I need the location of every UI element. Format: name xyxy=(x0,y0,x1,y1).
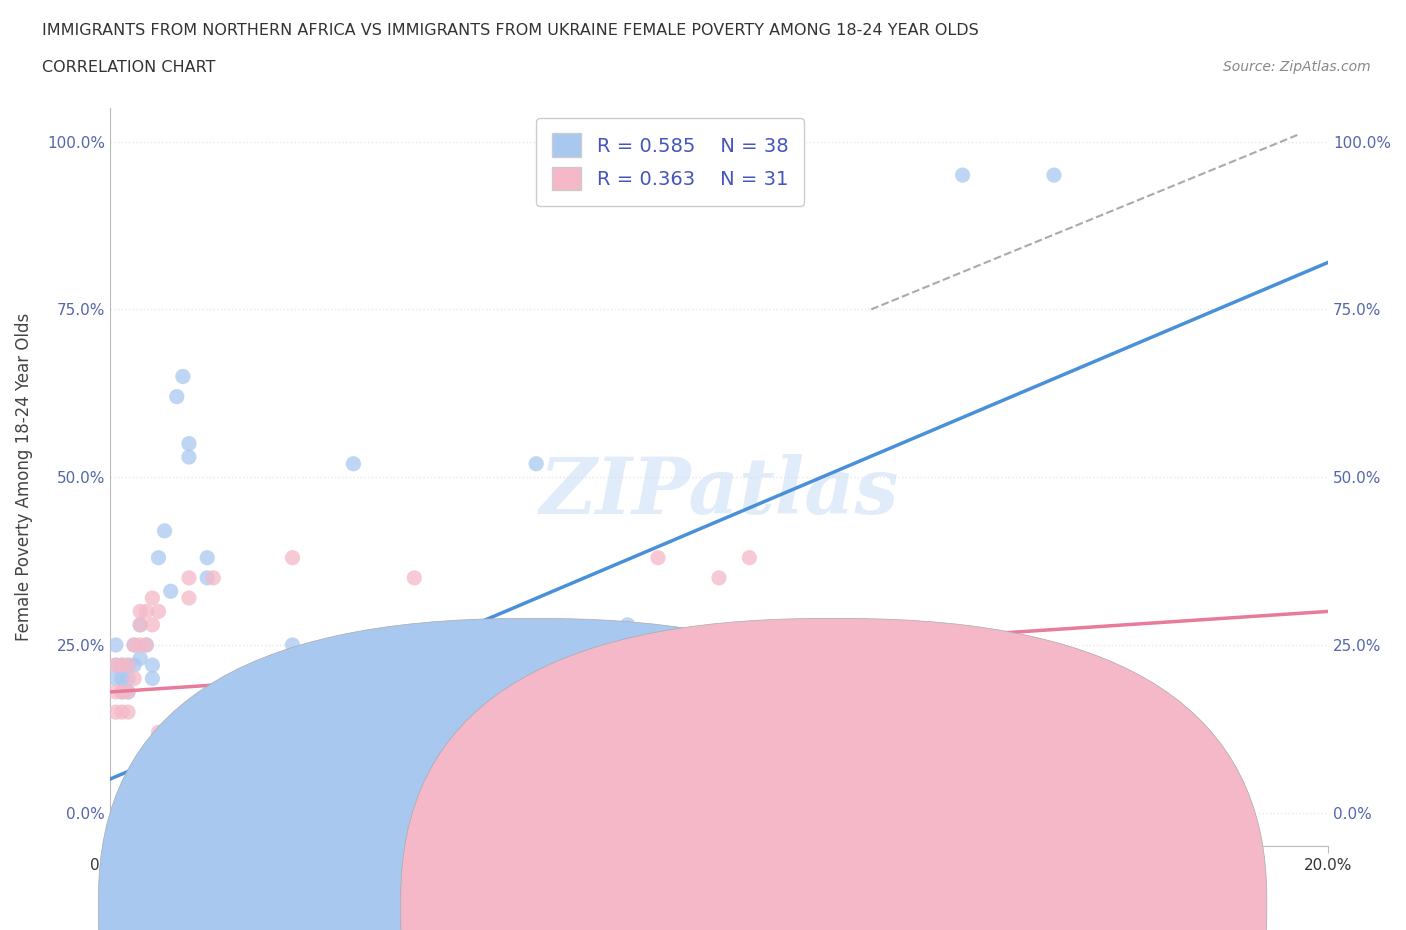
Point xyxy=(129,651,152,666)
Point xyxy=(495,658,517,672)
Point xyxy=(177,570,200,585)
Point xyxy=(159,724,181,739)
Point xyxy=(104,658,127,672)
Point xyxy=(141,671,163,686)
Point xyxy=(177,591,200,605)
Point xyxy=(177,449,200,464)
Legend: R = 0.585    N = 38, R = 0.363    N = 31: R = 0.585 N = 38, R = 0.363 N = 31 xyxy=(537,118,804,206)
Point xyxy=(153,524,176,538)
Point xyxy=(190,772,212,787)
Point xyxy=(281,638,304,653)
Point xyxy=(129,618,152,632)
Point xyxy=(647,551,669,565)
Point xyxy=(117,671,139,686)
Point xyxy=(312,658,335,672)
Point xyxy=(135,604,157,618)
Point xyxy=(148,724,170,739)
Point xyxy=(104,705,127,720)
Point xyxy=(117,658,139,672)
Point xyxy=(117,658,139,672)
Point xyxy=(190,751,212,766)
Point xyxy=(354,671,377,686)
Point xyxy=(148,604,170,618)
Point xyxy=(111,684,134,699)
Point xyxy=(135,638,157,653)
Text: CORRELATION CHART: CORRELATION CHART xyxy=(42,60,215,75)
Point xyxy=(281,551,304,565)
Point xyxy=(129,618,152,632)
Point xyxy=(1135,705,1157,720)
Text: Source: ZipAtlas.com: Source: ZipAtlas.com xyxy=(1223,60,1371,74)
Point xyxy=(111,658,134,672)
Point xyxy=(122,638,145,653)
Y-axis label: Female Poverty Among 18-24 Year Olds: Female Poverty Among 18-24 Year Olds xyxy=(15,313,32,642)
Point xyxy=(111,684,134,699)
Point xyxy=(1012,705,1035,720)
Point xyxy=(117,684,139,699)
Text: IMMIGRANTS FROM NORTHERN AFRICA VS IMMIGRANTS FROM UKRAINE FEMALE POVERTY AMONG : IMMIGRANTS FROM NORTHERN AFRICA VS IMMIG… xyxy=(42,23,979,38)
Point xyxy=(111,658,134,672)
Point xyxy=(117,705,139,720)
Point xyxy=(195,570,218,585)
Point xyxy=(111,671,134,686)
Point xyxy=(952,167,974,182)
Point xyxy=(202,570,225,585)
Point xyxy=(122,671,145,686)
Point xyxy=(159,584,181,599)
Point xyxy=(707,570,730,585)
Text: Immigrants from Northern Africa: Immigrants from Northern Africa xyxy=(548,900,799,915)
Point xyxy=(122,658,145,672)
Point xyxy=(141,591,163,605)
Point xyxy=(104,671,127,686)
Point xyxy=(129,604,152,618)
Point xyxy=(104,638,127,653)
Point xyxy=(342,457,364,472)
Point xyxy=(141,618,163,632)
Point xyxy=(117,684,139,699)
Text: ZIPatlas: ZIPatlas xyxy=(540,454,898,530)
Point xyxy=(148,551,170,565)
Point xyxy=(524,457,547,472)
Point xyxy=(104,684,127,699)
Point xyxy=(129,638,152,653)
Point xyxy=(172,369,194,384)
Point xyxy=(166,389,188,404)
Point xyxy=(122,638,145,653)
Point xyxy=(177,436,200,451)
Text: Immigrants from Ukraine: Immigrants from Ukraine xyxy=(851,900,1043,915)
Point xyxy=(111,705,134,720)
Point xyxy=(104,658,127,672)
Point xyxy=(404,570,426,585)
Point xyxy=(616,618,638,632)
Point xyxy=(464,638,486,653)
Point xyxy=(1043,167,1066,182)
Point xyxy=(433,624,456,639)
Point xyxy=(141,658,163,672)
Point xyxy=(738,551,761,565)
Point xyxy=(135,638,157,653)
Point xyxy=(195,551,218,565)
